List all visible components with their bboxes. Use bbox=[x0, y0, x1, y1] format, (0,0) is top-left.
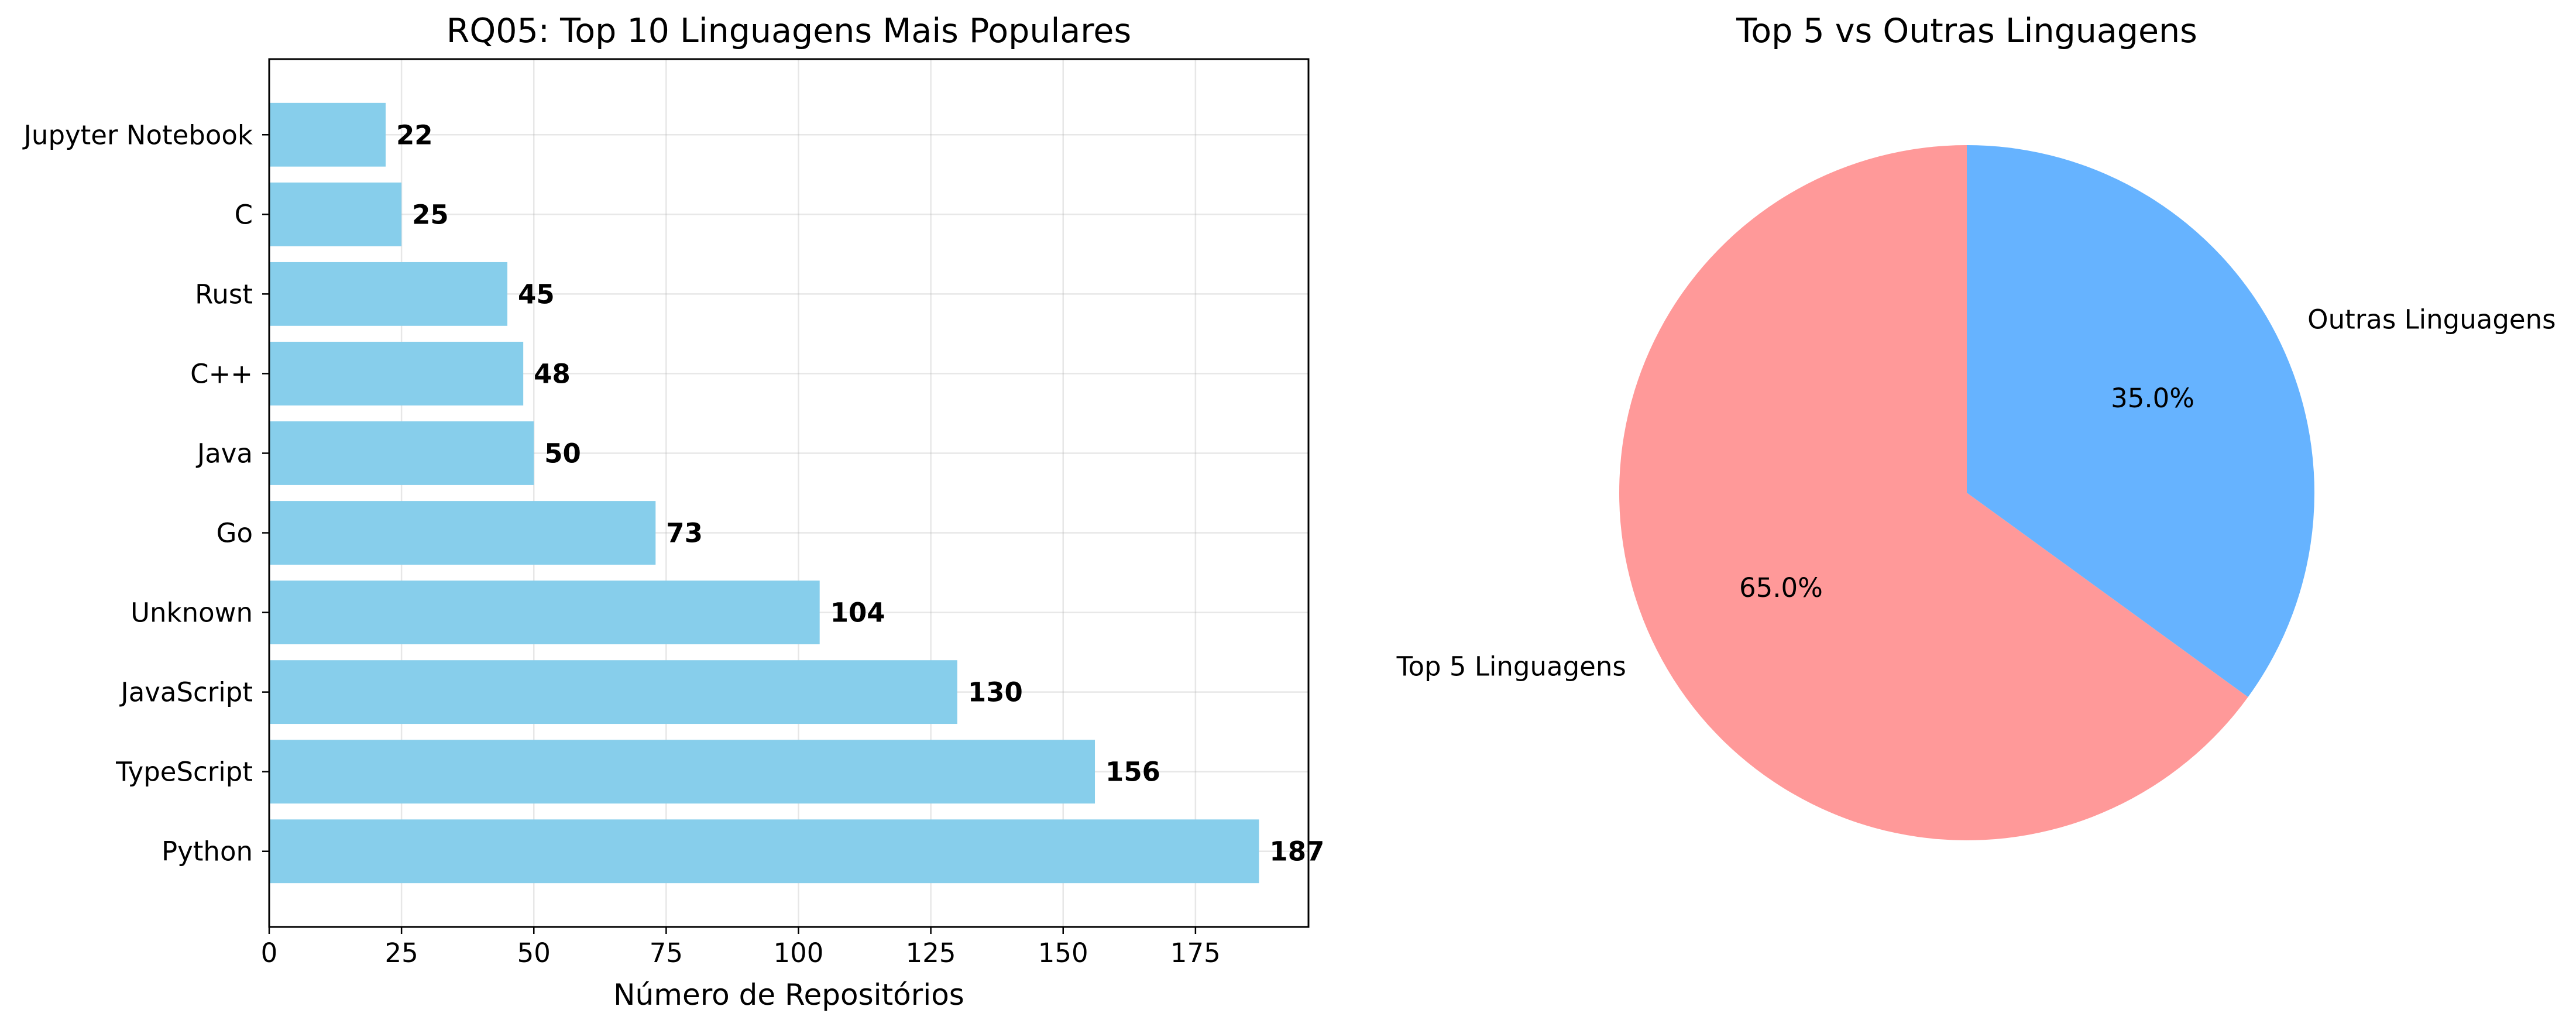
bar-data-label: 104 bbox=[830, 597, 885, 628]
bar-data-label: 73 bbox=[666, 518, 703, 549]
bar-data-label: 156 bbox=[1105, 757, 1160, 788]
bar-x-tick-label: 150 bbox=[1038, 937, 1088, 968]
bar bbox=[269, 262, 508, 326]
bar-data-labels: 187 156 130 104 73 50 48 45 25 22 bbox=[396, 119, 1324, 867]
bar bbox=[269, 581, 820, 645]
bar-data-label: 187 bbox=[1269, 836, 1324, 867]
bar-x-ticks: 0 25 50 75 100 125 150 175 bbox=[261, 927, 1221, 968]
bar bbox=[269, 341, 524, 406]
bar bbox=[269, 182, 402, 246]
bar-x-tick-label: 25 bbox=[384, 937, 418, 968]
bar-y-tick-label: JavaScript bbox=[119, 677, 253, 708]
bar-chart-title: RQ05: Top 10 Linguagens Mais Populares bbox=[446, 12, 1131, 50]
pie-chart: Top 5 vs Outras Linguagens Top 5 Linguag… bbox=[1396, 12, 2556, 841]
bar-x-tick-label: 100 bbox=[774, 937, 824, 968]
bar-y-ticks: Python TypeScript JavaScript Unknown Go Java C… bbox=[22, 119, 269, 867]
bar-x-axis-label: Número de Repositórios bbox=[613, 978, 964, 1012]
pie-slice bbox=[1619, 145, 2248, 841]
bar-y-tick-label: Jupyter Notebook bbox=[22, 119, 253, 150]
bar-x-tick-label: 50 bbox=[517, 937, 551, 968]
pie-pct-label: 65.0% bbox=[1739, 572, 1823, 603]
bar-y-tick-label: Rust bbox=[195, 279, 253, 310]
bar bbox=[269, 660, 957, 724]
pie-slices bbox=[1619, 145, 2314, 841]
bar-data-label: 22 bbox=[396, 119, 433, 150]
pie-pct-label: 35.0% bbox=[2111, 383, 2194, 414]
bar bbox=[269, 740, 1095, 804]
bar-data-label: 25 bbox=[412, 199, 449, 230]
bar bbox=[269, 819, 1259, 884]
pie-slice-label: Outras Linguagens bbox=[2307, 304, 2556, 335]
pie-slice bbox=[1967, 145, 2314, 698]
bar-data-label: 45 bbox=[518, 279, 555, 310]
pie-chart-title: Top 5 vs Outras Linguagens bbox=[1736, 12, 2197, 50]
bar-y-tick-label: C++ bbox=[190, 358, 253, 389]
bar-y-tick-label: Go bbox=[217, 518, 253, 549]
bar-y-tick-label: Java bbox=[195, 438, 253, 469]
bar-plot-frame bbox=[268, 58, 1310, 928]
bar-y-tick-label: Unknown bbox=[130, 597, 253, 628]
bar-data-label: 48 bbox=[534, 358, 571, 389]
bar-chart: RQ05: Top 10 Linguagens Mais Populares 1… bbox=[22, 12, 1325, 1012]
bar-y-tick-label: TypeScript bbox=[115, 757, 253, 788]
bar-x-tick-label: 125 bbox=[906, 937, 956, 968]
pie-slice-label: Top 5 Linguagens bbox=[1396, 651, 1626, 682]
bar-x-tick-label: 0 bbox=[261, 937, 278, 968]
bar-y-tick-label: Python bbox=[162, 836, 253, 867]
bar bbox=[269, 421, 534, 485]
bar-data-label: 130 bbox=[968, 677, 1023, 708]
bar-y-tick-label: C bbox=[235, 199, 253, 230]
bar bbox=[269, 102, 386, 167]
bar-x-tick-label: 175 bbox=[1170, 937, 1221, 968]
bar-bars bbox=[269, 102, 1259, 884]
bar bbox=[269, 501, 656, 565]
bar-x-tick-label: 75 bbox=[650, 937, 683, 968]
bar-data-label: 50 bbox=[544, 438, 581, 469]
pie-labels: Top 5 Linguagens 65.0% Outras Linguagens 35… bbox=[1396, 304, 2556, 682]
